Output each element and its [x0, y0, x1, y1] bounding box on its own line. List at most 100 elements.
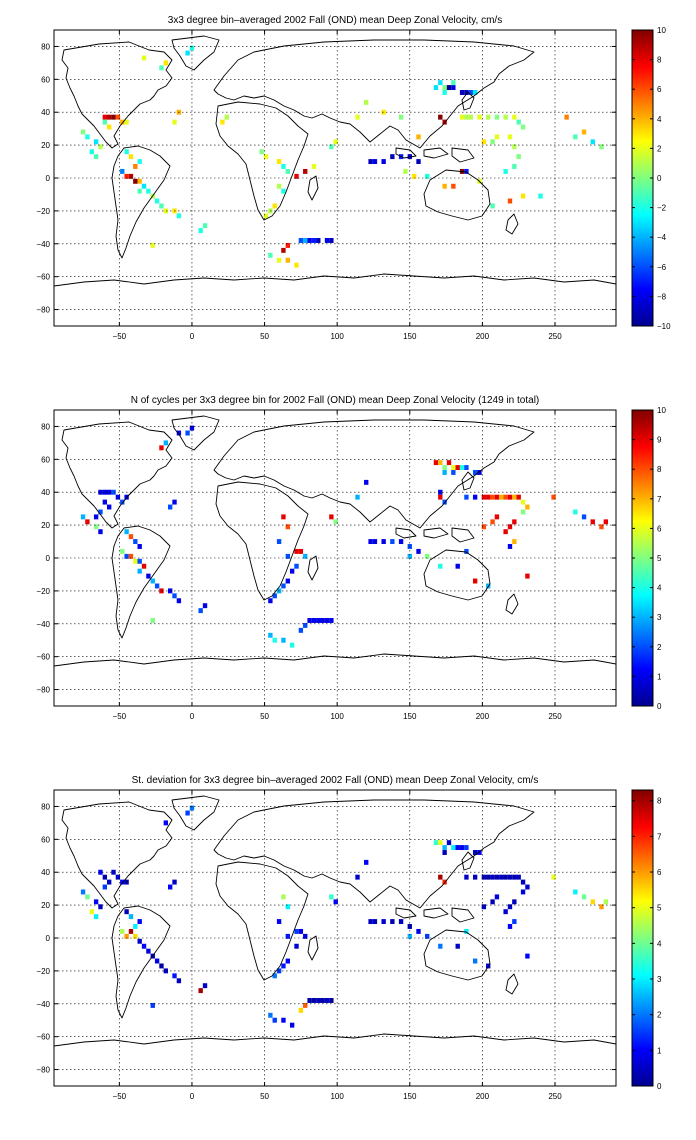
data-cell	[464, 465, 469, 471]
colorbar-tick-label: 2	[657, 1011, 662, 1020]
data-cell	[298, 928, 304, 934]
data-cell	[507, 494, 513, 500]
data-cell	[438, 840, 443, 846]
y-tick-label: −20	[36, 967, 50, 976]
data-cell	[198, 988, 203, 994]
data-cell	[202, 603, 208, 609]
data-cell	[464, 90, 469, 95]
data-cell	[590, 899, 595, 905]
data-cell	[272, 973, 277, 979]
data-cell	[133, 164, 138, 169]
data-cell	[464, 114, 469, 120]
data-cell	[102, 884, 108, 890]
data-cell	[93, 899, 99, 905]
data-cell	[472, 90, 478, 95]
data-cell	[324, 998, 330, 1003]
data-cell	[411, 173, 417, 179]
data-cell	[124, 529, 129, 535]
data-cell	[433, 85, 439, 91]
data-cell	[538, 193, 543, 199]
y-tick-label: −80	[36, 306, 50, 315]
chart-title: St. deviation for 3x3 degree bin–average…	[132, 775, 539, 786]
data-cell	[93, 139, 99, 145]
data-cell	[124, 119, 129, 125]
colorbar-tick-label: −4	[657, 233, 667, 242]
data-cell	[289, 1022, 295, 1028]
data-cell	[281, 894, 286, 900]
data-cell	[490, 203, 495, 209]
colorbar-tick-label: 7	[657, 495, 662, 504]
data-cell	[276, 539, 282, 545]
data-cell	[381, 919, 386, 925]
data-cell	[307, 238, 312, 243]
data-cell	[525, 504, 530, 510]
data-cell	[263, 154, 269, 160]
y-tick-label: 80	[41, 42, 50, 51]
data-cell	[512, 494, 517, 500]
data-cell	[120, 879, 125, 885]
colorbar-tick-label: 4	[657, 115, 662, 124]
colorbar-tick-label: −6	[657, 263, 667, 272]
data-cell	[111, 489, 116, 495]
data-cell	[590, 519, 595, 525]
data-cell	[425, 173, 430, 179]
y-tick-label: −80	[36, 1066, 50, 1075]
colorbar-tick-label: −10	[657, 322, 671, 331]
y-tick-label: 80	[41, 802, 50, 811]
data-cell	[150, 1002, 155, 1008]
data-cell	[316, 238, 321, 243]
data-cell	[285, 904, 290, 910]
data-cell	[285, 958, 290, 964]
data-cell	[80, 129, 86, 135]
data-cell	[202, 983, 208, 989]
data-cell	[381, 109, 386, 115]
data-cell	[146, 948, 151, 954]
data-cell	[364, 479, 369, 485]
data-cell	[333, 519, 338, 525]
data-cell	[477, 114, 482, 120]
colorbar-tick-label: 1	[657, 1046, 662, 1055]
data-cell	[185, 50, 190, 56]
data-cell	[172, 593, 177, 599]
data-cell	[141, 563, 147, 569]
data-cell	[220, 119, 225, 125]
data-cell	[115, 494, 121, 500]
y-tick-label: −40	[36, 620, 50, 629]
data-cell	[133, 933, 138, 939]
data-cell	[154, 958, 160, 964]
data-cell	[154, 583, 160, 589]
data-cell	[163, 440, 168, 446]
data-cell	[442, 850, 447, 855]
data-cell	[507, 924, 513, 929]
x-tick-label: −50	[113, 712, 127, 721]
data-cell	[146, 188, 151, 194]
y-tick-label: −20	[36, 587, 50, 596]
data-cell	[141, 183, 147, 189]
data-cell	[163, 208, 168, 214]
data-cell	[120, 928, 125, 934]
data-cell	[324, 618, 330, 623]
data-cell	[503, 114, 508, 120]
data-cell	[451, 465, 456, 471]
x-tick-label: 50	[260, 1092, 269, 1101]
data-cell	[85, 894, 90, 900]
data-cell	[455, 465, 460, 471]
data-cell	[438, 874, 443, 880]
data-cell	[525, 573, 530, 579]
data-cell	[294, 943, 299, 949]
data-cell	[472, 578, 478, 584]
data-cell	[128, 154, 134, 160]
data-cell	[603, 519, 609, 525]
data-cell	[490, 139, 495, 145]
colorbar-tick-label: 4	[657, 584, 662, 593]
data-cell	[115, 874, 121, 880]
data-cell	[276, 183, 282, 189]
y-tick-label: 0	[46, 934, 51, 943]
data-cell	[98, 144, 103, 150]
colorbar-tick-label: 1	[657, 672, 662, 681]
data-cell	[137, 938, 142, 944]
x-tick-label: −50	[113, 1092, 127, 1101]
data-cell	[141, 943, 147, 949]
data-cell	[285, 168, 290, 174]
data-cell	[289, 642, 295, 648]
